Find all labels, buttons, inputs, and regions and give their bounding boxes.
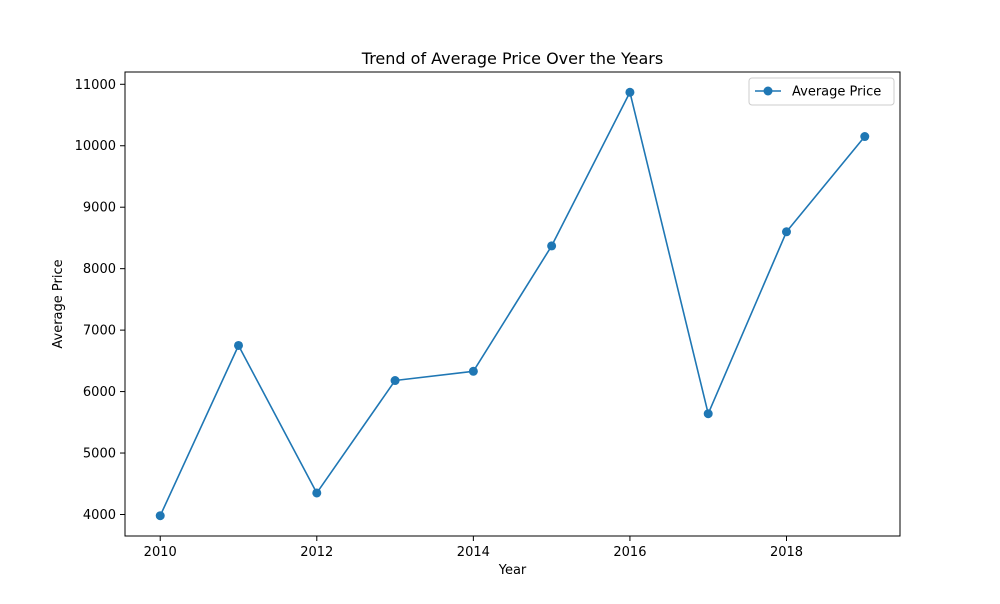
- x-tick-label: 2016: [613, 545, 646, 560]
- chart-title: Trend of Average Price Over the Years: [361, 49, 663, 68]
- data-point: [312, 488, 322, 498]
- y-tick-label: 5000: [83, 447, 116, 462]
- y-tick-label: 9000: [83, 201, 116, 216]
- x-tick-label: 2014: [457, 545, 490, 560]
- x-tick-label: 2012: [300, 545, 333, 560]
- data-point: [155, 511, 165, 521]
- plot-area-frame: [124, 71, 901, 537]
- x-tick-label: 2018: [770, 545, 803, 560]
- x-axis-ticks: 2010 2012 2014 2016 2018: [144, 536, 803, 560]
- y-tick-label: 8000: [83, 262, 116, 277]
- data-point: [468, 366, 478, 376]
- y-tick-label: 4000: [83, 508, 116, 523]
- data-point: [234, 340, 244, 350]
- y-tick-label: 11000: [75, 78, 116, 93]
- data-point: [781, 227, 791, 237]
- y-tick-label: 7000: [83, 324, 116, 339]
- y-tick-label: 10000: [75, 139, 116, 154]
- y-axis-label: Average Price: [51, 259, 66, 348]
- legend-marker-swatch: [763, 86, 773, 96]
- legend: Average Price: [748, 77, 895, 106]
- y-axis-ticks: 4000 5000 6000 7000 8000 9000 10000 11000: [75, 78, 125, 523]
- series-line: [159, 91, 866, 517]
- x-axis-label: Year: [498, 563, 527, 578]
- data-point: [703, 409, 713, 419]
- data-point: [547, 241, 557, 251]
- x-tick-label: 2010: [144, 545, 177, 560]
- legend-box: [748, 77, 895, 106]
- data-point: [625, 87, 635, 97]
- y-tick-label: 6000: [83, 385, 116, 400]
- data-point: [860, 132, 870, 142]
- data-point: [390, 376, 400, 386]
- legend-label: Average Price: [792, 85, 881, 100]
- series-layer: [155, 87, 870, 521]
